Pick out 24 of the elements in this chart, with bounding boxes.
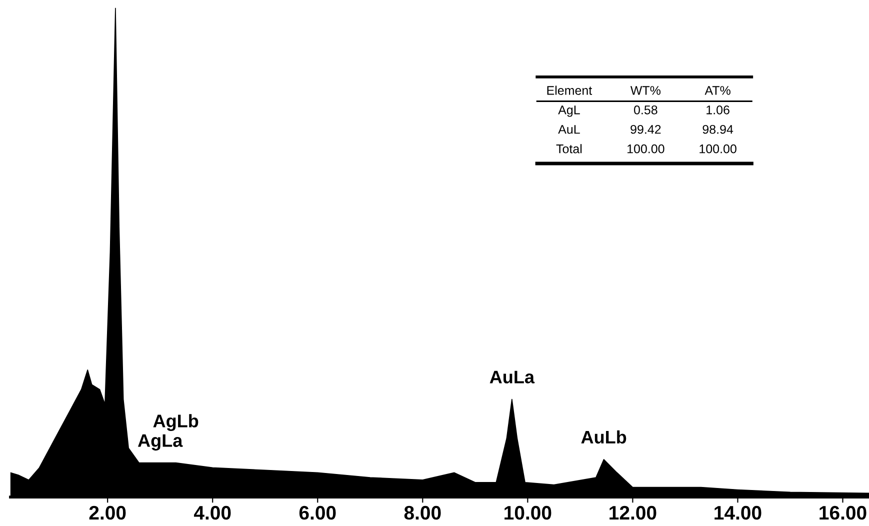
annotation: 98.94	[702, 124, 734, 134]
annotation: AgLb	[153, 414, 198, 432]
x-tick-label: 2.00	[89, 506, 126, 520]
x-tick-label: 6.00	[299, 506, 336, 520]
annotation: Total	[556, 144, 582, 154]
annotation: AuL	[558, 125, 580, 134]
annotation: 100.00	[628, 144, 664, 154]
annotation: AT%	[704, 86, 730, 95]
annotation: WT%	[630, 86, 660, 95]
annotation: 1.06	[706, 105, 730, 114]
x-tick-label: 12.00	[610, 506, 656, 520]
x-tick-label: 14.00	[714, 506, 762, 520]
x-tick-label: 16.00	[820, 506, 866, 520]
annotation: 100.00	[700, 144, 736, 154]
annotation: AgLa	[138, 434, 183, 451]
annotation: AuLa	[490, 370, 535, 384]
x-tick-label: 4.00	[194, 506, 231, 520]
x-tick-label: 10.00	[504, 506, 552, 520]
x-tick-label: 8.00	[404, 506, 441, 520]
annotation: AgL	[558, 106, 580, 117]
annotation: AuLb	[581, 430, 626, 444]
annotation: 0.58	[634, 105, 658, 114]
annotation: 99.42	[630, 124, 661, 134]
annotation: Element	[547, 86, 592, 95]
